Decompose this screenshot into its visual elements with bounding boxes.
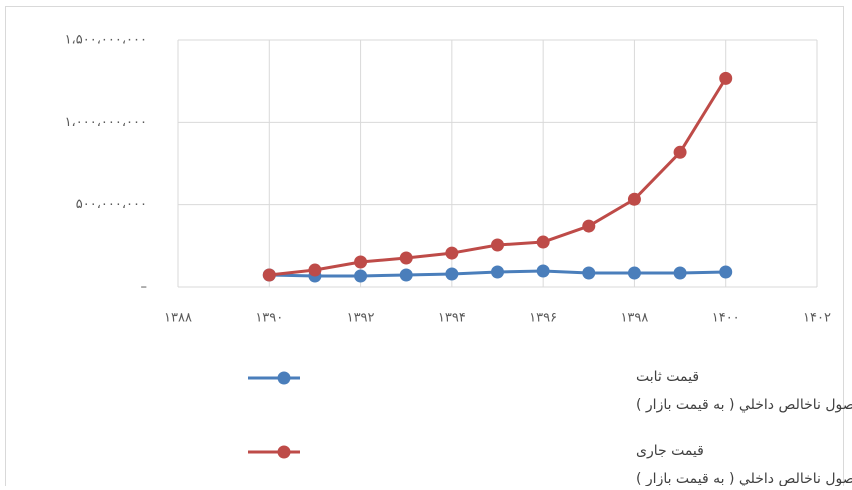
x-tick-label: ۱۳۹۴ (438, 311, 466, 326)
data-point (719, 265, 733, 279)
data-point (582, 266, 596, 280)
data-point (354, 269, 368, 283)
data-point (627, 192, 641, 206)
x-tick-label: ۱۴۰۲ (803, 311, 831, 326)
chart-border (5, 6, 844, 490)
y-tick-label: ۱،۵۰۰،۰۰۰،۰۰۰ (65, 33, 147, 48)
data-point (491, 265, 504, 279)
data-point (491, 238, 504, 252)
data-point (399, 268, 413, 282)
data-point (445, 267, 459, 281)
legend-label: قیمت ثابت محصول ناخالص داخلي ( به قيمت با… (636, 369, 852, 413)
data-point (673, 266, 687, 280)
x-tick-label: ۱۳۹۶ (529, 311, 557, 326)
data-point (308, 263, 322, 277)
data-point (262, 268, 276, 282)
data-point (673, 145, 687, 159)
legend-marker (277, 445, 291, 459)
legend-marker (277, 371, 291, 385)
data-point (445, 246, 459, 260)
x-tick-label: ۱۳۹۰ (255, 311, 283, 326)
y-tick-label: ۵۰۰،۰۰۰،۰۰۰ (76, 197, 147, 212)
data-point (536, 264, 550, 278)
y-tick-label: ۱،۰۰۰،۰۰۰،۰۰۰ (65, 115, 147, 130)
x-tick-label: ۱۳۹۸ (620, 311, 648, 326)
data-point (354, 255, 368, 269)
x-tick-label: ۱۴۰۰ (712, 311, 740, 326)
legend-label: قیمت جاری محصول ناخالص داخلي ( به قيمت با… (636, 443, 852, 486)
x-tick-label: ۱۳۹۲ (347, 311, 375, 326)
data-point (536, 235, 550, 249)
data-point (627, 266, 641, 280)
y-tick-label: – (141, 280, 148, 295)
x-tick-label: ۱۳۸۸ (164, 311, 192, 326)
data-point (399, 251, 413, 265)
data-point (582, 219, 596, 233)
data-point (719, 71, 733, 85)
